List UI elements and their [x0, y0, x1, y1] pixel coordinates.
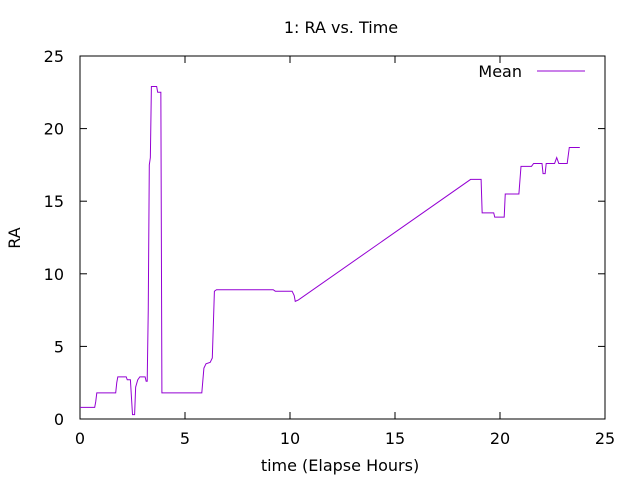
x-tick-label: 20 — [490, 429, 510, 448]
series-line-mean — [80, 85, 580, 416]
y-tick-label: 20 — [44, 120, 64, 139]
legend-entry-mean: Mean — [478, 62, 522, 81]
x-axis-label: time (Elapse Hours) — [261, 456, 419, 475]
y-tick-label: 25 — [44, 47, 64, 66]
y-axis-label: RA — [5, 227, 24, 248]
x-tick-label: 15 — [385, 429, 405, 448]
y-tick-label: 10 — [44, 265, 64, 284]
y-tick-label: 0 — [54, 410, 64, 429]
x-axis-ticks: 0 5 10 15 20 25 — [75, 56, 615, 448]
y-tick-label: 15 — [44, 192, 64, 211]
x-tick-label: 25 — [595, 429, 615, 448]
y-tick-label: 5 — [54, 337, 64, 356]
plot-frame — [79, 55, 606, 420]
x-tick-label: 10 — [280, 429, 300, 448]
x-tick-label: 5 — [180, 429, 190, 448]
y-axis-ticks: 0 5 10 15 20 25 — [44, 47, 605, 429]
x-tick-label: 0 — [75, 429, 85, 448]
legend: Mean — [478, 62, 585, 81]
chart-title: 1: RA vs. Time — [284, 18, 398, 37]
